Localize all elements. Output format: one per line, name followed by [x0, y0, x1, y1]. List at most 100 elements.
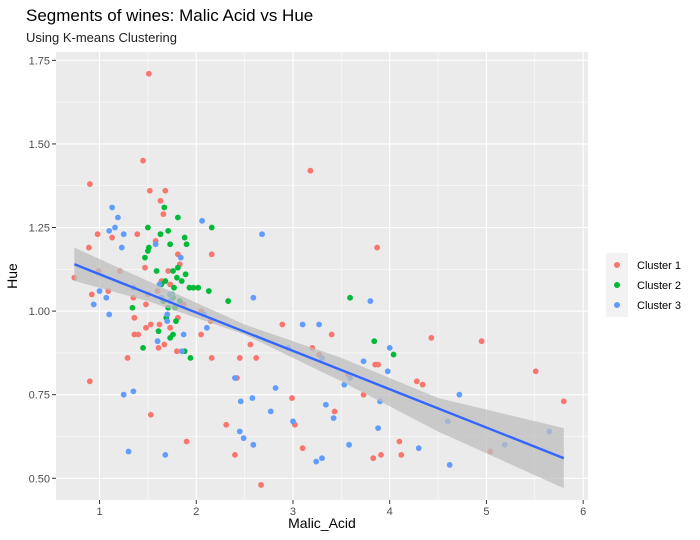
cluster-1-point: [86, 181, 93, 187]
cluster-2-point: [190, 284, 197, 291]
cluster-1-point: [143, 324, 149, 331]
trend-line: [73, 263, 565, 460]
cluster-3-point: [118, 244, 125, 251]
cluster-3-point: [250, 441, 257, 448]
cluster-3-point: [250, 294, 257, 301]
cluster-2-point: [170, 268, 176, 274]
cluster-1-point: [155, 344, 162, 351]
cluster-1-point: [140, 157, 146, 164]
cluster-1-point: [331, 408, 338, 415]
cluster-3-point: [237, 398, 244, 405]
legend-label-cluster-3: Cluster 3: [637, 300, 681, 312]
cluster-2-point: [165, 227, 172, 234]
cluster-2-point: [167, 241, 174, 248]
cluster-2-point: [161, 204, 168, 211]
cluster-1-point: [160, 211, 167, 218]
cluster-3-point: [103, 294, 110, 301]
cluster-3-point: [330, 415, 337, 421]
cluster-1-point: [157, 197, 164, 204]
cluster-1-point: [85, 244, 92, 251]
cluster-3-point: [384, 368, 391, 375]
cluster-3-point: [267, 408, 274, 415]
cluster-3-point: [112, 224, 118, 231]
cluster-3-point: [115, 214, 121, 221]
cluster-3-point: [154, 338, 161, 345]
x-tick-label: 2: [193, 506, 199, 518]
cluster-1-point: [532, 368, 539, 375]
chart-subtitle: Using K-means Clustering: [26, 30, 178, 45]
cluster-3-point: [178, 348, 185, 355]
cluster-1-point: [131, 331, 138, 338]
cluster-3-point: [313, 458, 320, 465]
cluster-3-point: [164, 318, 171, 325]
cluster-2-point: [347, 294, 353, 301]
cluster-1-point: [145, 70, 152, 77]
cluster-3-point: [152, 241, 159, 248]
x-tick-label: 5: [483, 506, 489, 518]
cluster-3-point: [180, 331, 187, 338]
cluster-1-point: [146, 187, 153, 194]
cluster-3-point: [386, 344, 393, 351]
cluster-1-point: [396, 438, 403, 445]
cluster-1-point: [174, 348, 180, 355]
cluster-1-point: [223, 421, 230, 428]
cluster-2-point: [174, 214, 181, 221]
x-tick-label: 4: [387, 506, 393, 518]
cluster-1-point: [374, 244, 381, 251]
x-tick-label: 1: [96, 506, 102, 518]
cluster-2-point: [174, 264, 181, 271]
cluster-2-point: [129, 304, 136, 311]
cluster-1-point: [208, 251, 215, 258]
cluster-3-point: [125, 448, 132, 455]
cluster-1-point: [124, 355, 131, 361]
cluster-1-point: [183, 438, 190, 445]
cluster-3-point: [249, 395, 256, 401]
x-axis-title: Malic_Acid: [288, 515, 356, 531]
cluster-1-point: [109, 234, 116, 241]
cluster-3-point: [272, 385, 279, 391]
cluster-1-point: [162, 187, 169, 194]
legend-label-cluster-2: Cluster 2: [637, 280, 681, 292]
cluster-3-point: [236, 428, 243, 435]
cluster-2-point: [157, 231, 164, 238]
cluster-1-point: [94, 231, 101, 238]
cluster-3-point: [319, 455, 325, 462]
cluster-1-point: [167, 281, 174, 288]
cluster-2-point: [174, 274, 180, 281]
cluster-3-point: [120, 231, 127, 238]
cluster-2-point: [187, 355, 194, 361]
y-tick-label: 0.50: [29, 473, 50, 485]
y-tick-label: 0.75: [29, 390, 50, 402]
cluster-1-point: [208, 355, 215, 361]
cluster-2-point: [144, 248, 151, 254]
cluster-3-point: [375, 425, 382, 432]
cluster-2-point: [205, 288, 212, 294]
cluster-2-point: [181, 234, 188, 241]
cluster-1-point: [198, 331, 204, 338]
legend-key-cluster-1: [614, 262, 620, 268]
cluster-2-point: [371, 338, 378, 345]
cluster-3-point: [130, 388, 137, 395]
cluster-1-point: [142, 264, 148, 271]
cluster-1-point: [247, 341, 254, 348]
cluster-1-point: [258, 482, 264, 488]
cluster-2-point: [140, 344, 146, 351]
cluster-2-point: [144, 224, 151, 231]
cluster-1-point: [147, 321, 154, 328]
legend: Cluster 1 Cluster 2 Cluster 3: [606, 253, 681, 317]
cluster-1-point: [419, 381, 426, 388]
cluster-3-point: [96, 288, 103, 294]
cluster-1-point: [478, 338, 485, 345]
cluster-1-point: [398, 451, 405, 458]
cluster-1-point: [156, 321, 163, 328]
cluster-2-point: [142, 254, 148, 261]
cluster-1-point: [370, 455, 377, 462]
cluster-1-point: [289, 395, 295, 401]
y-axis-ticks: 0.50 0.75 1.00 1.25 1.50 1.75: [29, 55, 56, 485]
confidence-band: [74, 247, 564, 489]
legend-key-cluster-2: [614, 282, 620, 288]
major-gridlines: [56, 52, 588, 500]
cluster-2-point: [173, 318, 179, 325]
x-tick-label: 3: [290, 506, 296, 518]
